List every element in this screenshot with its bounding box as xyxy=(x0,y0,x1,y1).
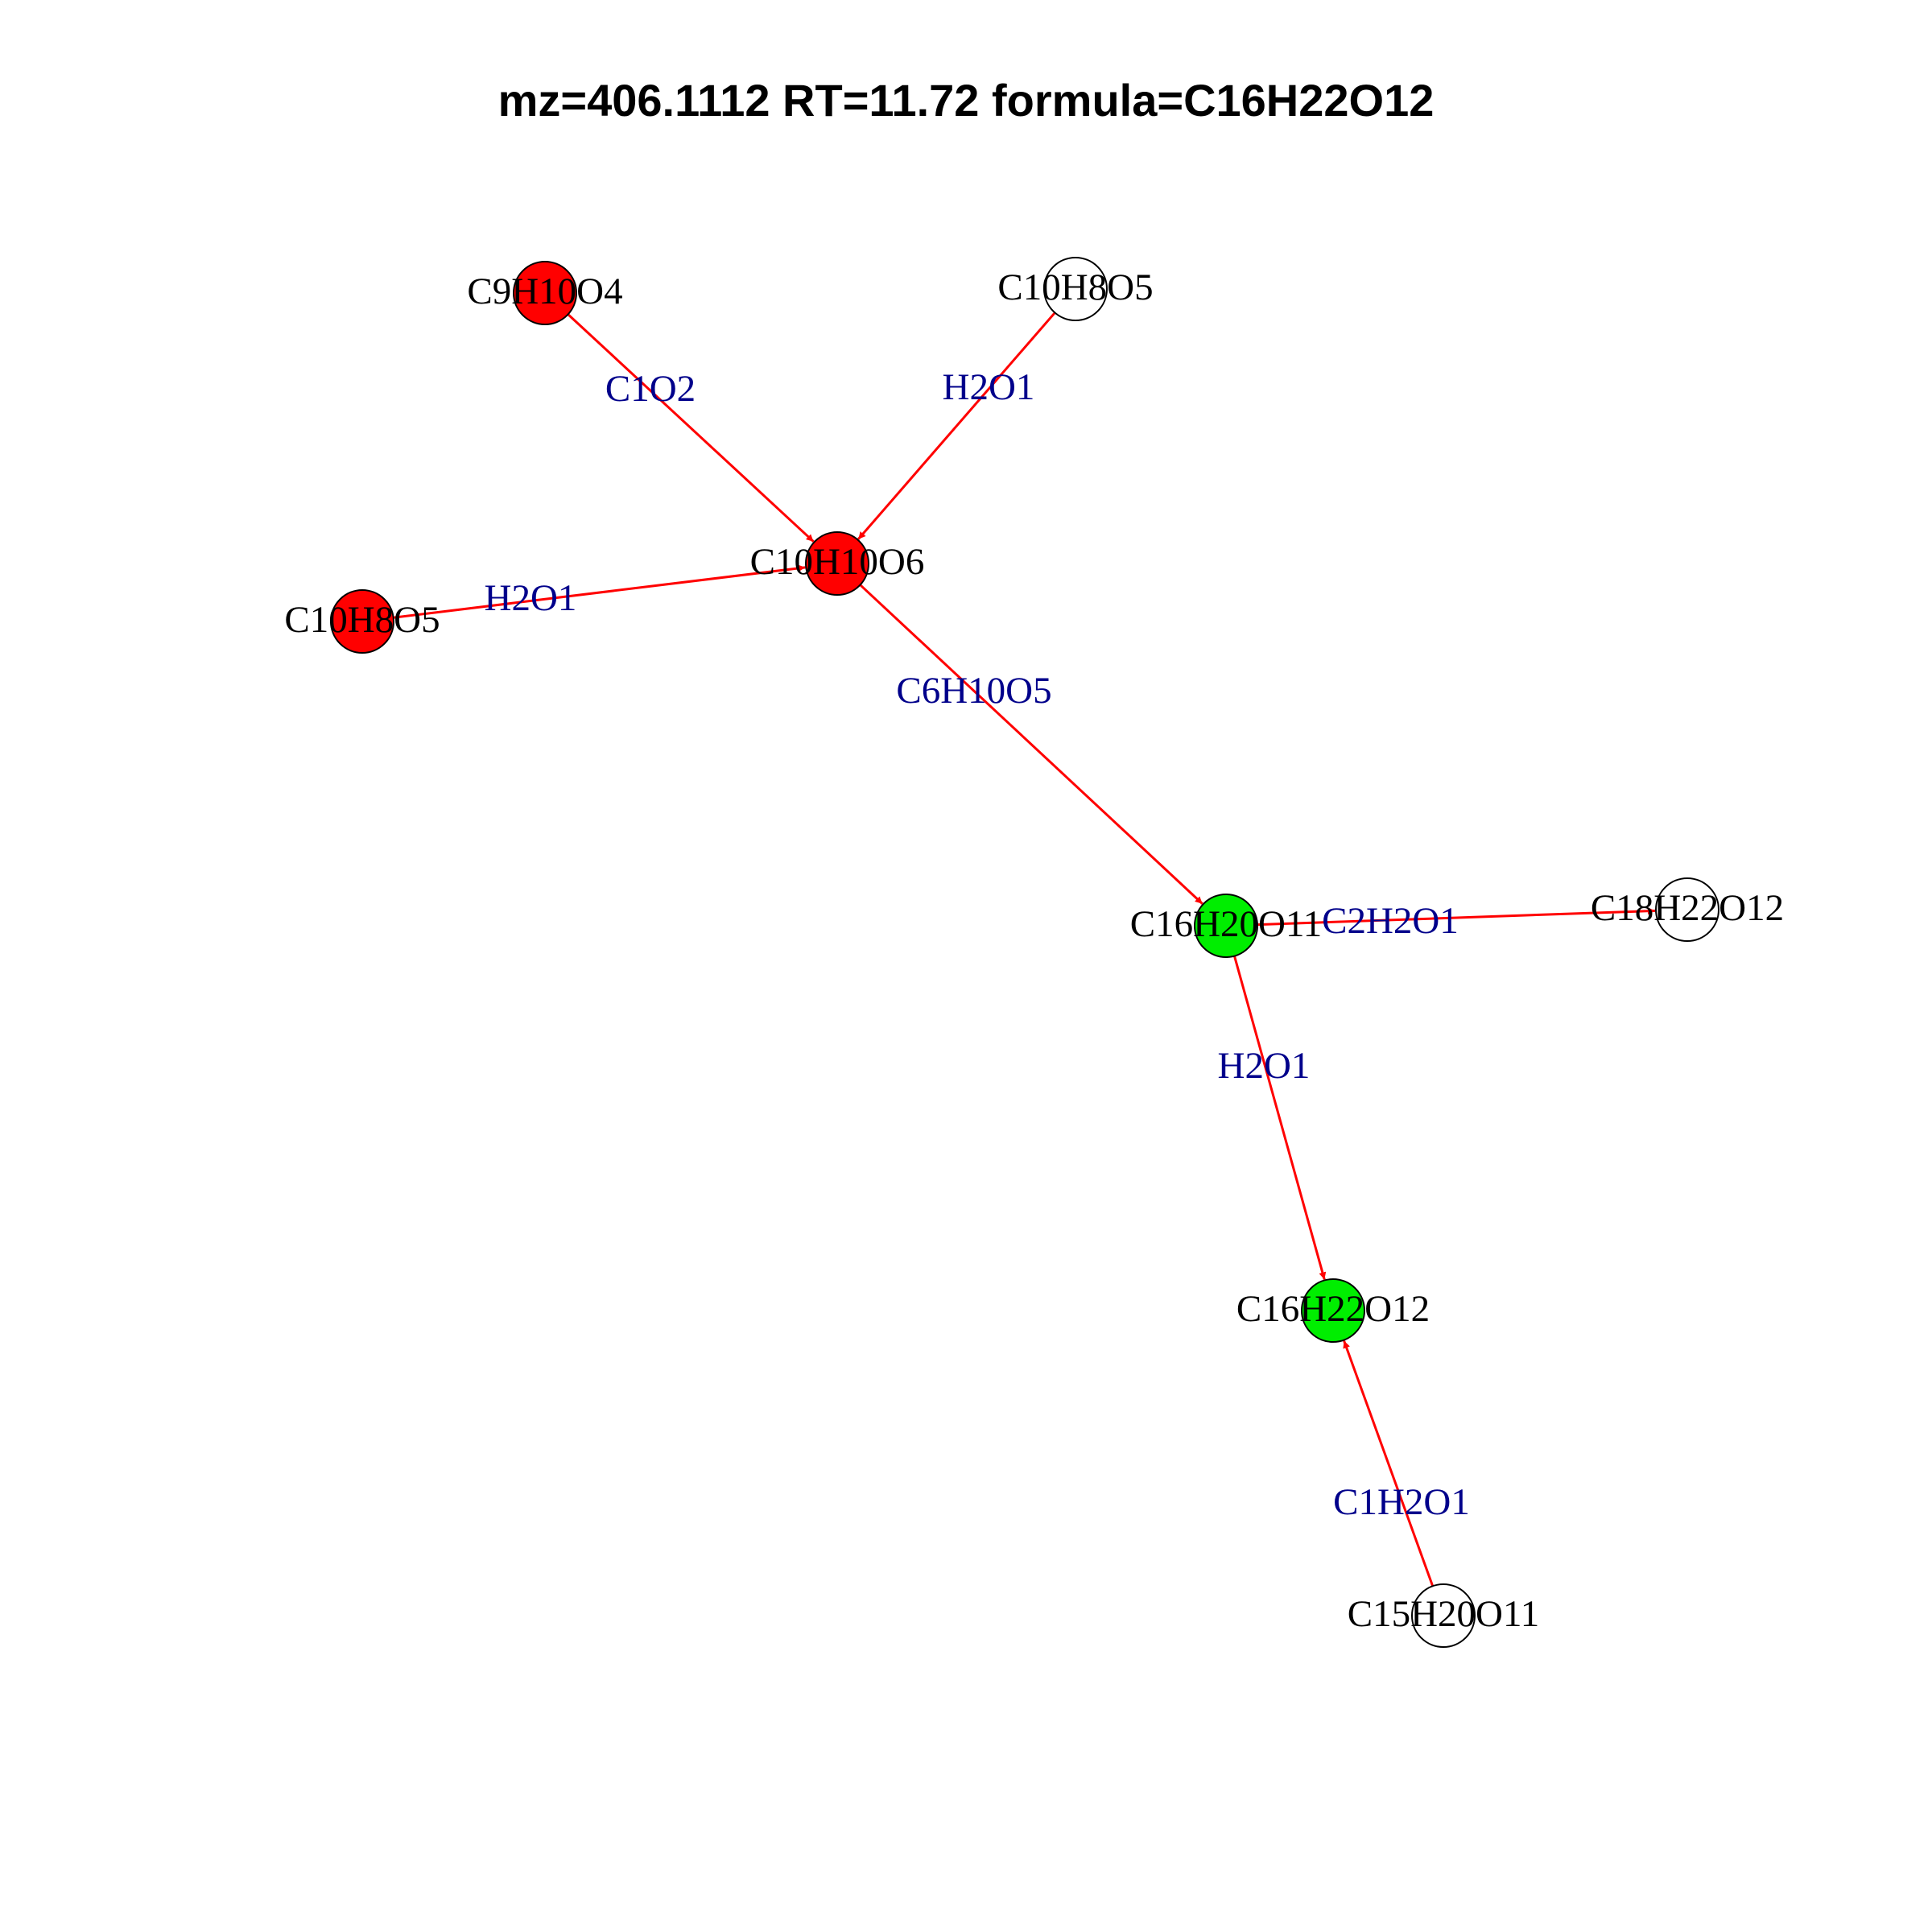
edge-label: C1O2 xyxy=(605,368,696,410)
node-circle xyxy=(805,531,869,596)
node-n8: C15H20O11 xyxy=(1348,1583,1540,1648)
node-label: C15H20O11 xyxy=(1348,1593,1540,1635)
node-circle xyxy=(1411,1583,1476,1648)
edge-n4-n3 xyxy=(393,564,806,619)
node-circle xyxy=(513,261,577,325)
node-label: C16H20O11 xyxy=(1130,903,1323,945)
node-circle xyxy=(1301,1278,1365,1343)
node-n5: C16H20O11 xyxy=(1130,894,1323,958)
node-label: C18H22O12 xyxy=(1591,887,1784,929)
node-label: C10H8O5 xyxy=(284,599,440,641)
node-label: C10H8O5 xyxy=(997,266,1153,308)
node-circle xyxy=(1043,257,1108,321)
edge-label: C6H10O5 xyxy=(896,670,1051,712)
edge-n5-n6 xyxy=(1257,907,1656,927)
diagram-title: mz=406.1112 RT=11.72 formula=C16H22O12 xyxy=(497,75,1435,126)
node-n3: C10H10O6 xyxy=(750,531,925,596)
edge-label: C2H2O1 xyxy=(1322,900,1459,942)
edge-label: H2O1 xyxy=(1218,1045,1311,1087)
edge-n5-n7 xyxy=(1233,956,1327,1280)
node-n1: C9H10O4 xyxy=(467,261,623,325)
node-label: C16H22O12 xyxy=(1236,1288,1430,1330)
node-circle xyxy=(1194,894,1258,958)
node-n2: C10H8O5 xyxy=(997,257,1154,321)
node-circle xyxy=(330,589,394,654)
edge-n1-n3 xyxy=(567,313,815,543)
edge-n3-n5 xyxy=(859,584,1203,905)
node-label: C9H10O4 xyxy=(467,270,622,312)
node-label: C10H10O6 xyxy=(750,541,925,583)
edge-label: C1H2O1 xyxy=(1333,1481,1470,1523)
node-n7: C16H22O12 xyxy=(1236,1278,1430,1343)
node-n4: C10H8O5 xyxy=(284,589,440,654)
edges-layer xyxy=(393,312,1656,1587)
edge-label: H2O1 xyxy=(485,577,577,619)
edge-label: H2O1 xyxy=(943,366,1035,408)
node-n6: C18H22O12 xyxy=(1591,877,1784,942)
edge-labels-layer: C1O2 H2O1 H2O1 C6H10O5 C2H2O1 H2O1 C1H2O1 xyxy=(485,366,1470,1523)
edge-n2-n3 xyxy=(857,312,1056,540)
node-circle xyxy=(1655,877,1719,942)
edge-n8-n7 xyxy=(1343,1340,1435,1587)
